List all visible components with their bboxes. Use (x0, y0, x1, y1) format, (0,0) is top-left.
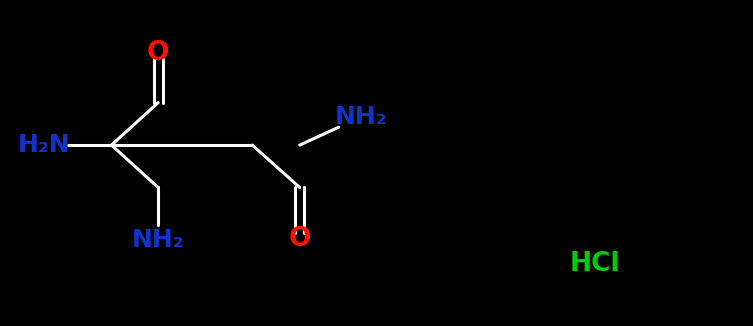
Text: O: O (147, 40, 169, 66)
Text: O: O (288, 226, 311, 252)
Text: NH₂: NH₂ (132, 228, 184, 252)
Text: H₂N: H₂N (17, 133, 70, 157)
Text: HCl: HCl (569, 251, 620, 277)
Text: NH₂: NH₂ (335, 105, 388, 129)
